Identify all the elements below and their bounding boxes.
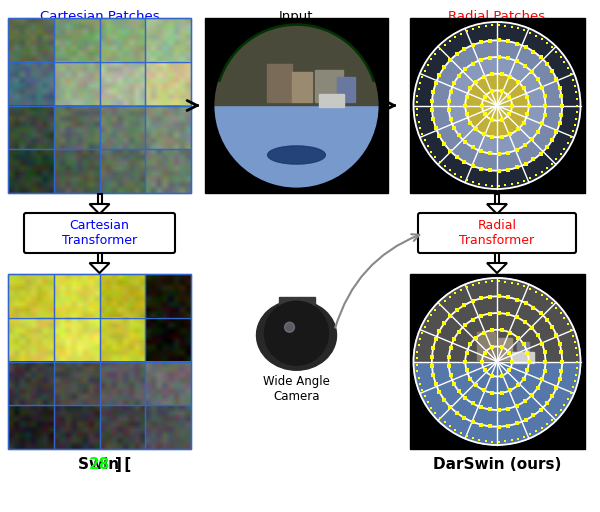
Bar [97, 194, 101, 204]
Circle shape [482, 91, 512, 120]
FancyBboxPatch shape [418, 213, 576, 253]
Bar [100, 361, 145, 406]
Bar [278, 297, 314, 305]
Text: ]: ] [115, 457, 121, 472]
Bar [8, 274, 54, 318]
Bar [145, 274, 191, 318]
Circle shape [265, 301, 329, 365]
Bar [409, 274, 584, 449]
Bar [97, 252, 101, 263]
FancyBboxPatch shape [24, 213, 175, 253]
Circle shape [413, 22, 581, 189]
Bar [8, 361, 54, 406]
Bar [54, 274, 100, 318]
Polygon shape [214, 23, 379, 105]
Bar [145, 361, 191, 406]
Circle shape [432, 40, 562, 170]
Bar [8, 318, 54, 361]
Text: Radial Patches: Radial Patches [448, 10, 545, 23]
Circle shape [449, 57, 545, 154]
Polygon shape [487, 204, 507, 214]
Bar [319, 94, 343, 106]
Polygon shape [89, 204, 110, 214]
Bar [8, 18, 54, 62]
Bar [8, 18, 191, 193]
Bar [100, 274, 145, 318]
Bar [54, 361, 100, 406]
Bar [8, 406, 54, 449]
Bar [145, 150, 191, 193]
Bar [100, 18, 145, 62]
Circle shape [413, 278, 581, 445]
Bar [100, 62, 145, 105]
Bar [495, 252, 499, 263]
Circle shape [287, 323, 307, 343]
Circle shape [272, 309, 320, 357]
Bar [54, 105, 100, 150]
Bar [145, 18, 191, 62]
Circle shape [280, 316, 314, 350]
Bar [495, 194, 499, 204]
Text: Wide Angle
Camera: Wide Angle Camera [263, 375, 330, 403]
Wedge shape [214, 105, 379, 188]
Bar [145, 105, 191, 150]
Bar [205, 18, 388, 193]
Bar [100, 318, 145, 361]
Bar [8, 62, 54, 105]
Bar [54, 18, 100, 62]
Bar [54, 318, 100, 361]
Text: Radial
Transformer: Radial Transformer [460, 219, 535, 247]
Bar [54, 150, 100, 193]
Bar [145, 406, 191, 449]
Bar [409, 18, 584, 193]
Bar [497, 337, 512, 359]
Circle shape [292, 328, 302, 338]
Bar [8, 150, 54, 193]
Polygon shape [487, 263, 507, 273]
Text: 28: 28 [89, 457, 110, 472]
Bar [54, 406, 100, 449]
Ellipse shape [268, 146, 325, 164]
Bar [145, 318, 191, 361]
Bar [292, 72, 311, 101]
Text: Cartesian Patches: Cartesian Patches [40, 10, 160, 23]
Circle shape [284, 322, 295, 332]
Bar [8, 274, 191, 449]
Text: Input: Input [279, 10, 314, 23]
Bar [100, 150, 145, 193]
Ellipse shape [257, 300, 337, 370]
Polygon shape [413, 278, 581, 361]
Text: Swin [: Swin [ [77, 457, 131, 472]
Bar [477, 331, 495, 359]
Text: DarSwin (ours): DarSwin (ours) [433, 457, 561, 472]
Bar [266, 63, 292, 101]
Bar [145, 62, 191, 105]
Bar [8, 105, 54, 150]
Bar [512, 352, 534, 362]
Bar [100, 406, 145, 449]
Circle shape [465, 74, 529, 137]
Polygon shape [89, 263, 110, 273]
Bar [54, 62, 100, 105]
Circle shape [214, 23, 379, 188]
Bar [337, 76, 355, 101]
Bar [100, 105, 145, 150]
Text: Cartesian
Transformer: Cartesian Transformer [62, 219, 137, 247]
Bar [517, 342, 529, 359]
Bar [314, 70, 343, 101]
